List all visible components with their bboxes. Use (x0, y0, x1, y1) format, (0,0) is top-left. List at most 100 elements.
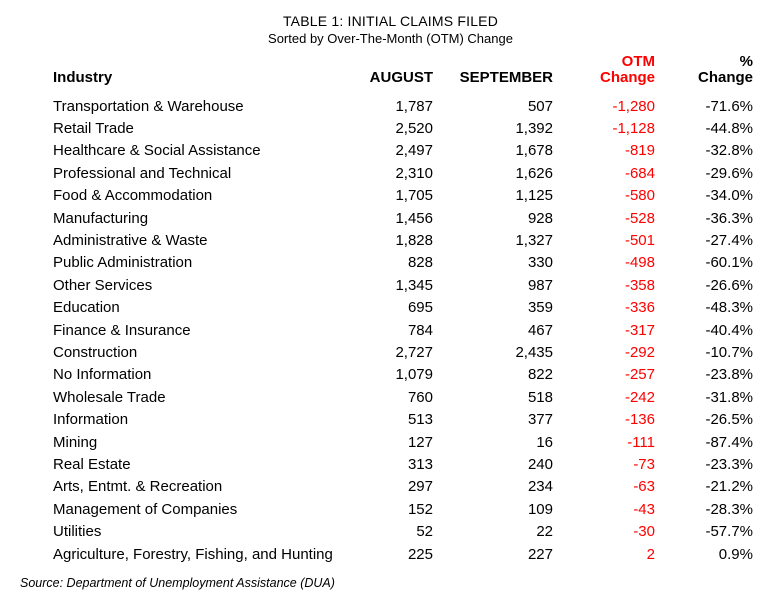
august-cell: 1,456 (395, 209, 433, 227)
august-cell: 513 (407, 411, 433, 429)
september-cell: 1,626 (515, 164, 553, 182)
pct-change-cell: -31.8% (705, 388, 753, 406)
august-cell: 2,520 (395, 120, 433, 138)
september-cell: 928 (527, 209, 553, 227)
industry-cell: Real Estate (53, 455, 131, 473)
industry-cell: Utilities (53, 523, 102, 541)
september-cell: 2,435 (515, 343, 553, 361)
pct-change-cell: -32.8% (705, 142, 753, 160)
august-cell: 313 (407, 455, 433, 473)
otm-change-cell: -1,280 (612, 97, 655, 115)
pct-change-cell: -87.4% (705, 433, 753, 451)
otm-change-cell: -1,128 (612, 120, 655, 138)
table-row: No Information 1,079 822 -257 -23.8% (53, 364, 753, 386)
september-cell: 1,327 (515, 232, 553, 250)
industry-cell: Mining (53, 433, 98, 451)
august-cell: 2,727 (395, 343, 433, 361)
otm-change-cell: -73 (633, 455, 655, 473)
table-subtitle: Sorted by Over-The-Month (OTM) Change (268, 31, 513, 46)
table-row: Administrative & Waste 1,828 1,327 -501 … (53, 229, 753, 251)
august-cell: 1,787 (395, 97, 433, 115)
pct-change-cell: -29.6% (705, 164, 753, 182)
table-row: Professional and Technical 2,310 1,626 -… (53, 162, 753, 184)
pct-change-cell: -21.2% (705, 478, 753, 496)
otm-change-cell: -136 (624, 411, 655, 429)
table-row: Construction 2,727 2,435 -292 -10.7% (53, 341, 753, 363)
industry-cell: Management of Companies (53, 500, 238, 518)
industry-cell: Wholesale Trade (53, 388, 166, 406)
table-row: Information 513 377 -136 -26.5% (53, 408, 753, 430)
otm-change-cell: -292 (624, 343, 655, 361)
pct-change-cell: -40.4% (705, 321, 753, 339)
otm-change-cell: -111 (627, 433, 655, 451)
august-cell: 695 (407, 299, 433, 317)
otm-change-cell: -63 (633, 478, 655, 496)
august-cell: 152 (407, 500, 433, 518)
pct-change-cell: -48.3% (705, 299, 753, 317)
column-header-otm-change: OTM Change (553, 54, 655, 86)
pct-change-cell: 0.9% (718, 545, 753, 563)
august-cell: 760 (407, 388, 433, 406)
august-cell: 225 (407, 545, 433, 563)
september-cell: 22 (536, 523, 553, 541)
august-cell: 2,310 (395, 164, 433, 182)
industry-cell: Retail Trade (53, 120, 134, 138)
table-row: Transportation & Warehouse 1,787 507 -1,… (53, 95, 753, 117)
pct-change-cell: -27.4% (705, 232, 753, 250)
table-row: Finance & Insurance 784 467 -317 -40.4% (53, 319, 753, 341)
otm-change-cell: -30 (633, 523, 655, 541)
pct-change-cell: -34.0% (705, 187, 753, 205)
industry-cell: Agriculture, Forestry, Fishing, and Hunt… (53, 545, 333, 563)
column-header-pct-change: % Change (655, 54, 753, 86)
source-note: Source: Department of Unemployment Assis… (20, 576, 335, 591)
table-row: Food & Accommodation 1,705 1,125 -580 -3… (53, 185, 753, 207)
pct-change-cell: -26.5% (705, 411, 753, 429)
table-row: Public Administration 828 330 -498 -60.1… (53, 252, 753, 274)
industry-cell: Healthcare & Social Assistance (53, 142, 261, 160)
august-cell: 127 (407, 433, 433, 451)
pct-change-cell: -71.6% (705, 97, 753, 115)
industry-cell: Arts, Entmt. & Recreation (53, 478, 223, 496)
industry-cell: Food & Accommodation (53, 187, 213, 205)
otm-change-cell: -684 (624, 164, 655, 182)
pct-header-line2: Change (697, 69, 753, 86)
table-body: Transportation & Warehouse 1,787 507 -1,… (53, 95, 753, 565)
pct-change-cell: -36.3% (705, 209, 753, 227)
september-cell: 1,392 (515, 120, 553, 138)
pct-change-cell: -57.7% (705, 523, 753, 541)
industry-cell: Education (53, 299, 120, 317)
august-cell: 784 (407, 321, 433, 339)
otm-header-line1: OTM (621, 53, 655, 70)
august-cell: 297 (407, 478, 433, 496)
september-cell: 109 (527, 500, 553, 518)
august-cell: 1,705 (395, 187, 433, 205)
otm-change-cell: -358 (624, 276, 655, 294)
industry-cell: Other Services (53, 276, 153, 294)
september-cell: 240 (527, 455, 553, 473)
september-cell: 1,678 (515, 142, 553, 160)
industry-cell: Administrative & Waste (53, 232, 208, 250)
september-cell: 227 (527, 545, 553, 563)
september-cell: 822 (527, 366, 553, 384)
pct-change-cell: -44.8% (705, 120, 753, 138)
september-cell: 16 (536, 433, 553, 451)
table-row: Arts, Entmt. & Recreation 297 234 -63 -2… (53, 476, 753, 498)
column-header-september: SEPTEMBER (459, 69, 553, 86)
otm-change-cell: -580 (624, 187, 655, 205)
august-cell: 1,079 (395, 366, 433, 384)
otm-change-cell: -501 (624, 232, 655, 250)
table-row: Agriculture, Forestry, Fishing, and Hunt… (53, 543, 753, 565)
otm-change-cell: -257 (624, 366, 655, 384)
industry-cell: Professional and Technical (53, 164, 232, 182)
industry-cell: No Information (53, 366, 152, 384)
otm-change-cell: -336 (624, 299, 655, 317)
september-cell: 234 (527, 478, 553, 496)
pct-change-cell: -23.3% (705, 455, 753, 473)
pct-change-cell: -23.8% (705, 366, 753, 384)
industry-cell: Finance & Insurance (53, 321, 191, 339)
column-header-industry: Industry (53, 69, 113, 86)
table-row: Retail Trade 2,520 1,392 -1,128 -44.8% (53, 117, 753, 139)
industry-cell: Manufacturing (53, 209, 149, 227)
otm-change-cell: -498 (624, 254, 655, 272)
